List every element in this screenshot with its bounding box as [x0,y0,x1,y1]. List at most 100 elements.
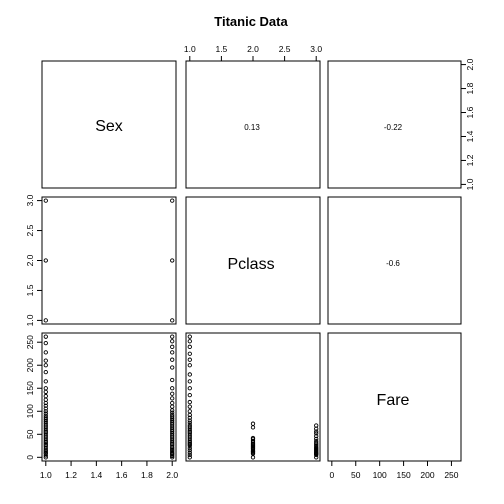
point-fare-vs-sex [170,344,175,349]
bottom-tick-label-fare: 250 [444,470,458,480]
point-fare-vs-pclass [187,334,192,339]
top-tick-label-pclass: 1.0 [184,44,196,54]
left-tick-label-pclass: 1.0 [25,314,35,326]
point-fare-vs-sex [43,442,48,448]
bottom-tick-label-sex: 2.0 [166,470,178,480]
point-fare-vs-sex [170,414,175,419]
right-tick-label-sex: 1.0 [465,178,475,190]
point-fare-vs-sex [43,409,48,414]
point-fare-vs-pclass [187,422,192,428]
point-fare-vs-sex [43,369,48,375]
point-fare-vs-sex [170,377,175,383]
left-tick-label-pclass: 1.5 [25,284,35,296]
point-fare-vs-pclass [250,438,256,443]
point-fare-vs-sex [170,350,175,355]
point-fare-vs-pclass [314,440,319,446]
point-fare-vs-sex [43,441,48,446]
point-fare-vs-sex [170,443,175,448]
point-fare-vs-pclass [187,339,192,344]
point-fare-vs-pclass [250,435,256,441]
point-fare-vs-sex [43,389,48,395]
left-tick-label-fare: 0 [25,455,35,460]
point-fare-vs-pclass [250,425,256,430]
point-fare-vs-sex [43,403,48,408]
point-fare-vs-sex [170,450,175,455]
point-fare-vs-sex [170,334,175,339]
point-fare-vs-sex [43,415,48,420]
bottom-tick-label-fare: 50 [351,470,361,480]
point-pclass-vs-sex [170,318,175,323]
top-tick-label-pclass: 2.0 [247,44,259,54]
right-tick-label-sex: 2.0 [465,58,475,70]
bottom-tick-label-sex: 1.4 [90,470,102,480]
point-fare-vs-pclass [314,433,319,439]
point-fare-vs-sex [170,412,175,418]
point-fare-vs-pclass [187,344,192,349]
point-pclass-vs-sex [170,198,175,203]
point-fare-vs-sex [170,449,175,454]
point-pclass-vs-sex [170,258,175,263]
points-layer [43,198,319,460]
point-fare-vs-sex [43,413,48,419]
right-tick-label-sex: 1.4 [465,130,475,142]
panel-fare-pclass [185,332,321,462]
point-fare-vs-pclass [250,441,256,446]
point-fare-vs-sex [43,431,48,436]
point-fare-vs-pclass [187,357,192,362]
point-fare-vs-pclass [314,443,319,448]
bottom-tick-label-sex: 1.0 [40,470,52,480]
left-tick-label-pclass: 3.0 [25,194,35,206]
point-pclass-vs-sex [43,318,48,323]
left-tick-label-fare: 100 [25,404,35,418]
axes-layer: 1.0 1.2 1.4 1.6 1.8 2.0 0 50 100 150 200 250 1.0 1.5 2… [25,44,475,480]
left-tick-label-fare: 150 [25,381,35,395]
top-tick-label-pclass: 1.5 [215,44,227,54]
point-fare-vs-sex [170,339,175,344]
point-fare-vs-sex [170,404,175,409]
point-fare-vs-sex [170,400,175,406]
point-fare-vs-sex [170,357,175,362]
point-fare-vs-pclass [187,404,192,409]
bottom-tick-label-sex: 1.6 [116,470,128,480]
point-fare-vs-sex [43,393,48,399]
point-fare-vs-pclass [187,393,192,398]
point-fare-vs-sex [43,358,48,363]
point-pclass-vs-sex [43,258,48,263]
point-fare-vs-sex [170,365,175,370]
right-tick-label-sex: 1.8 [465,82,475,94]
point-fare-vs-pclass [314,439,319,444]
point-fare-vs-sex [170,410,175,415]
point-fare-vs-sex [43,444,48,449]
diagonal-label-pclass: Pclass [227,256,274,273]
bottom-tick-label-fare: 100 [373,470,387,480]
point-fare-vs-pclass [187,452,192,458]
point-fare-vs-sex [43,453,48,458]
point-fare-vs-pclass [187,399,192,405]
point-fare-vs-pclass [250,455,256,460]
point-fare-vs-pclass [314,445,319,450]
point-fare-vs-pclass [314,431,319,436]
point-fare-vs-sex [43,411,48,416]
point-fare-vs-sex [43,450,48,455]
panel-pclass-sex [41,196,177,325]
bottom-tick-label-fare: 150 [396,470,410,480]
chart-title: Titanic Data [214,14,288,29]
point-fare-vs-pclass [187,386,192,391]
point-fare-vs-pclass [314,423,319,428]
point-fare-vs-sex [43,379,48,384]
left-tick-label-pclass: 2.5 [25,224,35,236]
point-fare-vs-pclass [187,455,192,460]
point-pclass-vs-sex [43,198,48,203]
point-fare-vs-sex [43,340,48,346]
point-fare-vs-pclass [187,409,192,414]
point-fare-vs-sex [170,408,175,413]
correlation-sex-fare: -0.22 [384,123,403,132]
left-tick-label-pclass: 2.0 [25,254,35,266]
point-fare-vs-pclass [187,379,192,384]
bottom-tick-label-fare: 0 [329,470,334,480]
point-fare-vs-sex [170,396,175,401]
point-fare-vs-sex [43,350,48,355]
left-tick-label-fare: 250 [25,335,35,349]
point-fare-vs-pclass [187,418,192,423]
